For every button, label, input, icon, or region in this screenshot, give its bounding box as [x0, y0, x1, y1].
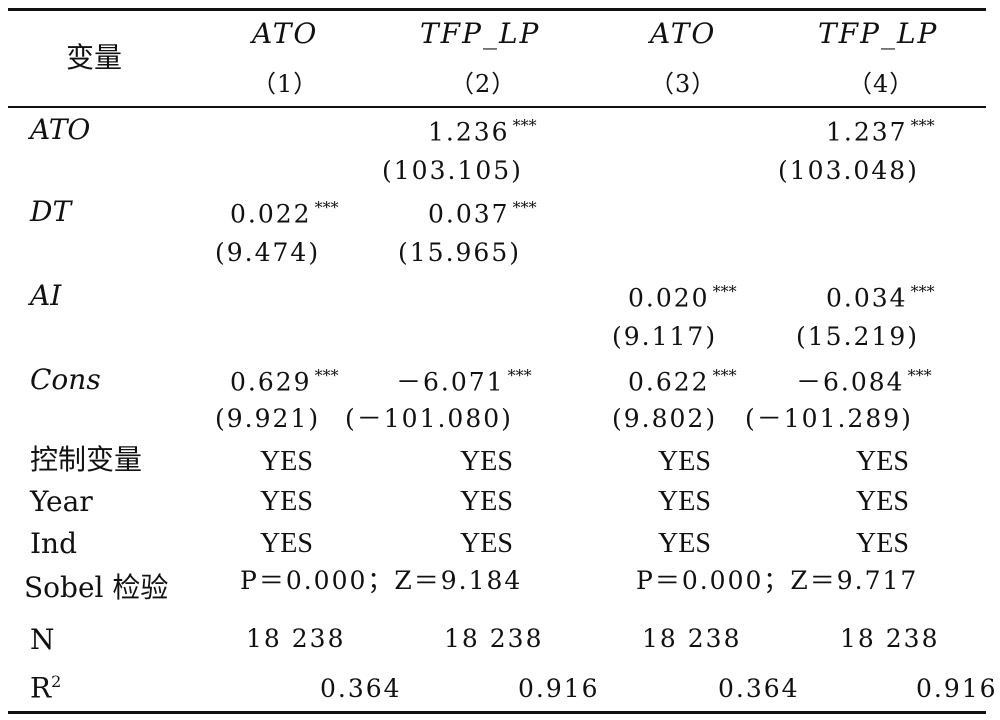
sobel-right: P＝0.000；Z＝9.717	[636, 566, 919, 595]
ind-c4: YES	[856, 528, 909, 559]
ato-c4-coef: 1.237 ***	[826, 116, 935, 147]
dt-c2-coef: 0.037 ***	[428, 198, 537, 229]
year-c1: YES	[260, 486, 313, 517]
cons-c3-coef: 0.622 ***	[628, 366, 737, 397]
row-label-dt: DT	[30, 195, 72, 228]
header-col1-var: ATO	[252, 17, 319, 50]
r2-c4: 0.916	[916, 674, 998, 703]
row-label-ind: Ind	[30, 527, 78, 560]
ato-c2-t: (103.105)	[382, 156, 523, 185]
header-col2-var: TFP_LP	[420, 17, 541, 50]
header-variable: 变量	[66, 41, 123, 74]
cons-c4-t: (－101.289)	[745, 404, 913, 433]
ai-c4-coef: 0.034 ***	[826, 282, 935, 313]
controls-c3: YES	[658, 446, 711, 477]
header-rule	[8, 106, 986, 108]
header-col3-num: （3）	[650, 70, 717, 98]
r2-c3: 0.364	[718, 674, 800, 703]
year-c3: YES	[658, 486, 711, 517]
ind-c2: YES	[460, 528, 513, 559]
controls-c1: YES	[260, 446, 313, 477]
ai-c3-t: (9.117)	[612, 322, 718, 351]
controls-c4: YES	[856, 446, 909, 477]
row-label-year: Year	[30, 485, 93, 518]
dt-c2-t: (15.965)	[398, 238, 521, 267]
row-label-n: N	[30, 623, 55, 656]
cons-c1-t: (9.921)	[215, 404, 321, 433]
n-c4: 18 238	[840, 624, 940, 653]
dt-c1-t: (9.474)	[215, 238, 321, 267]
cons-c2-coef: －6.071 ***	[396, 366, 532, 397]
row-label-ai: AI	[30, 279, 62, 312]
ind-c3: YES	[658, 528, 711, 559]
cons-c1-coef: 0.629 ***	[230, 366, 339, 397]
header-col4-num: （4）	[848, 70, 915, 98]
n-c2: 18 238	[444, 624, 544, 653]
cons-c3-t: (9.802)	[612, 404, 718, 433]
ind-c1: YES	[260, 528, 313, 559]
controls-c2: YES	[460, 446, 513, 477]
header-col3-var: ATO	[650, 17, 717, 50]
header-col4-var: TFP_LP	[818, 17, 939, 50]
sobel-left: P＝0.000；Z＝9.184	[240, 566, 523, 595]
dt-c1-coef: 0.022 ***	[230, 198, 339, 229]
row-label-ato: ATO	[30, 113, 91, 146]
ai-c3-coef: 0.020 ***	[628, 282, 737, 313]
row-label-controls: 控制变量	[30, 443, 143, 476]
top-rule	[8, 8, 986, 11]
n-c1: 18 238	[246, 624, 346, 653]
row-label-r2: R2	[30, 671, 62, 705]
year-c4: YES	[856, 486, 909, 517]
header-col2-num: （2）	[450, 70, 517, 98]
header-col1-num: （1）	[252, 70, 319, 98]
cons-c4-coef: －6.084 ***	[796, 366, 932, 397]
cons-c2-t: (－101.080)	[345, 404, 513, 433]
ato-c4-t: (103.048)	[778, 156, 919, 185]
ato-c2-coef: 1.236 ***	[428, 116, 537, 147]
n-c3: 18 238	[642, 624, 742, 653]
r2-c1: 0.364	[320, 674, 402, 703]
year-c2: YES	[460, 486, 513, 517]
ai-c4-t: (15.219)	[796, 322, 919, 351]
row-label-sobel: Sobel 检验	[24, 571, 169, 604]
bottom-rule	[8, 711, 986, 714]
row-label-cons: Cons	[30, 363, 101, 396]
r2-c2: 0.916	[518, 674, 600, 703]
